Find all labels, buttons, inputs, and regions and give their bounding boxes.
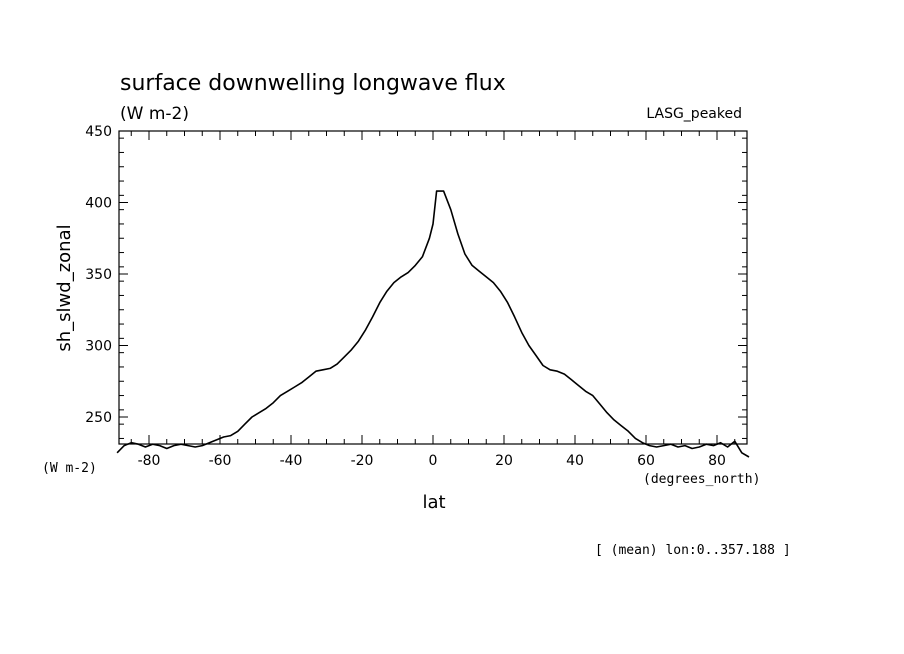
x-tick-label: -80: [138, 453, 161, 469]
x-units-label: (degrees_north): [643, 472, 760, 487]
x-tick-label: 80: [708, 453, 726, 469]
series-line: [116, 190, 750, 458]
x-tick-label: -20: [351, 453, 374, 469]
chart-units: (W m-2): [120, 104, 189, 124]
y-tick-label: 250: [85, 410, 112, 426]
y-tick-label: 350: [85, 267, 112, 283]
x-tick-label: 40: [566, 453, 584, 469]
y-tick-label: 450: [85, 124, 112, 140]
chart-title: surface downwelling longwave flux: [120, 71, 506, 96]
x-tick-label: -60: [209, 453, 232, 469]
footnote: [ (mean) lon:0..357.188 ]: [595, 543, 791, 558]
minor-ticks: [119, 131, 747, 444]
x-tick-label: 0: [429, 453, 438, 469]
y-tick-label: 400: [85, 196, 112, 212]
series-group: [116, 190, 750, 458]
x-tick-label: -40: [280, 453, 303, 469]
y-axis: 250 300 350 400 450: [85, 124, 747, 426]
x-tick-label: 20: [495, 453, 513, 469]
model-label: LASG_peaked: [646, 106, 742, 122]
plot-frame: [118, 130, 748, 445]
x-axis: -80 -60 -40 -20 0 20 40 60 80: [138, 131, 726, 469]
y-axis-label: sh_slwd_zonal: [54, 224, 75, 351]
x-axis-label: lat: [422, 492, 445, 513]
y-units-label: (W m-2): [42, 461, 97, 476]
x-tick-label: 60: [637, 453, 655, 469]
y-tick-label: 300: [85, 339, 112, 355]
